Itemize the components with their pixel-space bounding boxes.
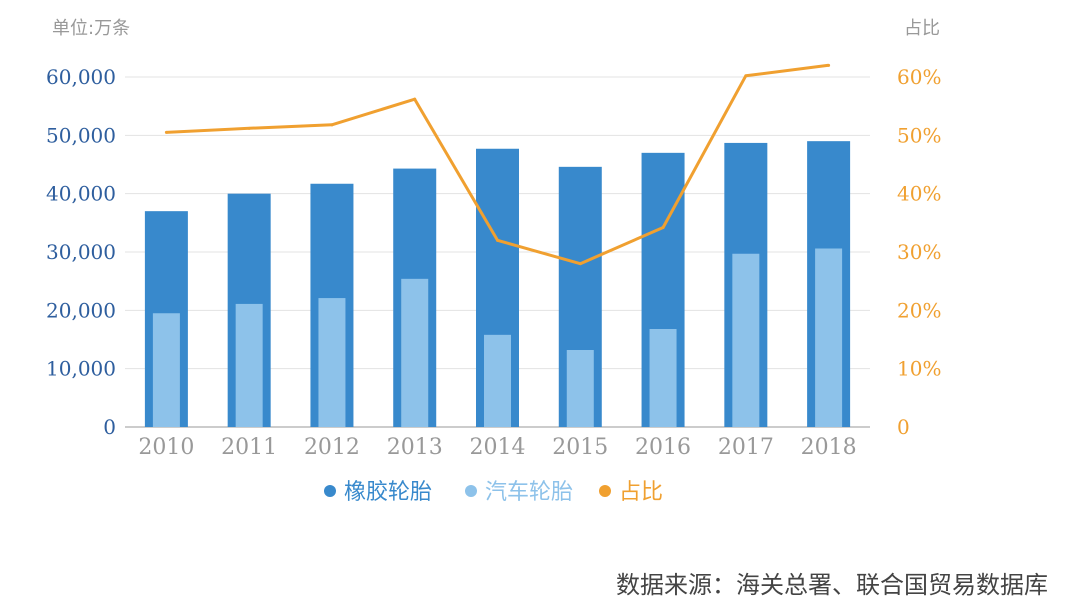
- left-axis-ticks: 0 10,000 20,000 30,000 40,000 50,000 60,000: [46, 65, 116, 439]
- ratio-point: [413, 97, 417, 101]
- x-tick-label: 2014: [470, 435, 526, 460]
- x-tick-label: 2015: [552, 435, 608, 460]
- legend-label: 占比: [619, 480, 663, 505]
- right-axis-tick-label: 60%: [897, 65, 941, 89]
- bar-car-tire: [401, 278, 429, 427]
- x-axis: 2010 2011 2012 2013 2014 2015 2016 2017 2018: [138, 435, 856, 460]
- legend-label: 橡胶轮胎: [344, 480, 432, 505]
- x-tick-label: 2017: [718, 435, 774, 460]
- left-axis-tick-label: 0: [103, 415, 116, 439]
- bar-car-tire: [649, 329, 677, 427]
- x-tick-label: 2013: [387, 435, 443, 460]
- ratio-point: [827, 63, 831, 67]
- bar-car-tire: [815, 248, 843, 427]
- ratio-point: [164, 130, 168, 134]
- ratio-line-series: [164, 63, 831, 266]
- ratio-point: [330, 123, 334, 127]
- right-axis-tick-label: 40%: [897, 182, 941, 206]
- bar-car-tire: [152, 313, 180, 427]
- right-axis-tick-label: 30%: [897, 240, 941, 264]
- ratio-point: [496, 238, 499, 242]
- right-axis-tick-label: 10%: [897, 357, 941, 381]
- legend-marker: [465, 485, 477, 497]
- right-axis-tick-label: 20%: [897, 298, 941, 322]
- left-axis-tick-label: 30,000: [46, 240, 116, 264]
- ratio-point: [661, 226, 665, 229]
- left-axis-tick-label: 10,000: [46, 357, 116, 381]
- x-tick-label: 2012: [304, 435, 360, 460]
- legend-label: 汽车轮胎: [485, 480, 573, 505]
- left-axis-tick-label: 20,000: [46, 298, 116, 322]
- right-axis-tick-label: 50%: [897, 123, 941, 147]
- ratio-point: [744, 74, 748, 78]
- ratio-point: [578, 262, 582, 266]
- bar-car-tire: [484, 334, 511, 427]
- bar-car-tire: [318, 298, 346, 427]
- x-tick-label: 2011: [221, 435, 277, 460]
- bar-car-tire: [235, 303, 263, 427]
- left-axis-unit-label: 单位:万条: [52, 18, 130, 39]
- x-tick-label: 2016: [635, 435, 691, 460]
- right-axis-unit-label: 占比: [904, 18, 940, 39]
- source-note: 数据来源：海关总署、联合国贸易数据库: [616, 571, 1048, 598]
- bars: [144, 141, 851, 428]
- ratio-point: [247, 126, 251, 130]
- legend: 橡胶轮胎 汽车轮胎 占比: [324, 480, 663, 505]
- x-tick-label: 2010: [138, 435, 194, 460]
- left-axis-tick-label: 40,000: [46, 182, 116, 206]
- bar-car-tire: [566, 350, 594, 427]
- bar-car-tire: [732, 253, 760, 427]
- right-axis-tick-label: 0: [897, 415, 910, 439]
- x-tick-label: 2018: [801, 435, 857, 460]
- legend-marker: [599, 485, 611, 497]
- legend-marker: [324, 485, 336, 497]
- left-axis-tick-label: 60,000: [46, 65, 116, 89]
- left-axis-tick-label: 50,000: [46, 123, 116, 147]
- right-axis-ticks: 0 10% 20% 30% 40% 50% 60%: [897, 65, 941, 439]
